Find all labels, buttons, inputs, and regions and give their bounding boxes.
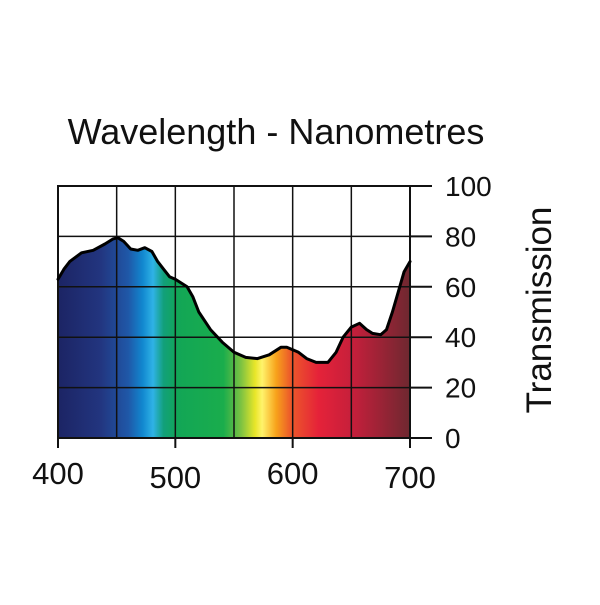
y-tick-label-100: 100 (445, 171, 492, 202)
y-tick-label-60: 60 (445, 272, 476, 303)
x-tick-label-500: 500 (149, 460, 201, 495)
y-axis-label: Transmission (520, 207, 559, 414)
x-tick-label-700: 700 (384, 460, 436, 495)
y-axis: 0 20 40 60 80 100 (410, 171, 492, 454)
y-tick-label-0: 0 (445, 423, 461, 454)
y-tick-label-80: 80 (445, 221, 476, 252)
y-tick-label-20: 20 (445, 373, 476, 404)
x-tick-label-600: 600 (267, 456, 319, 491)
x-tick-label-400: 400 (32, 456, 84, 491)
transmission-line (56, 236, 412, 364)
y-tick-label-40: 40 (445, 322, 476, 353)
chart-title: Wavelength - Nanometres (68, 111, 485, 152)
x-axis: 400 500 600 700 (32, 438, 436, 495)
plot-frame (57, 185, 411, 439)
